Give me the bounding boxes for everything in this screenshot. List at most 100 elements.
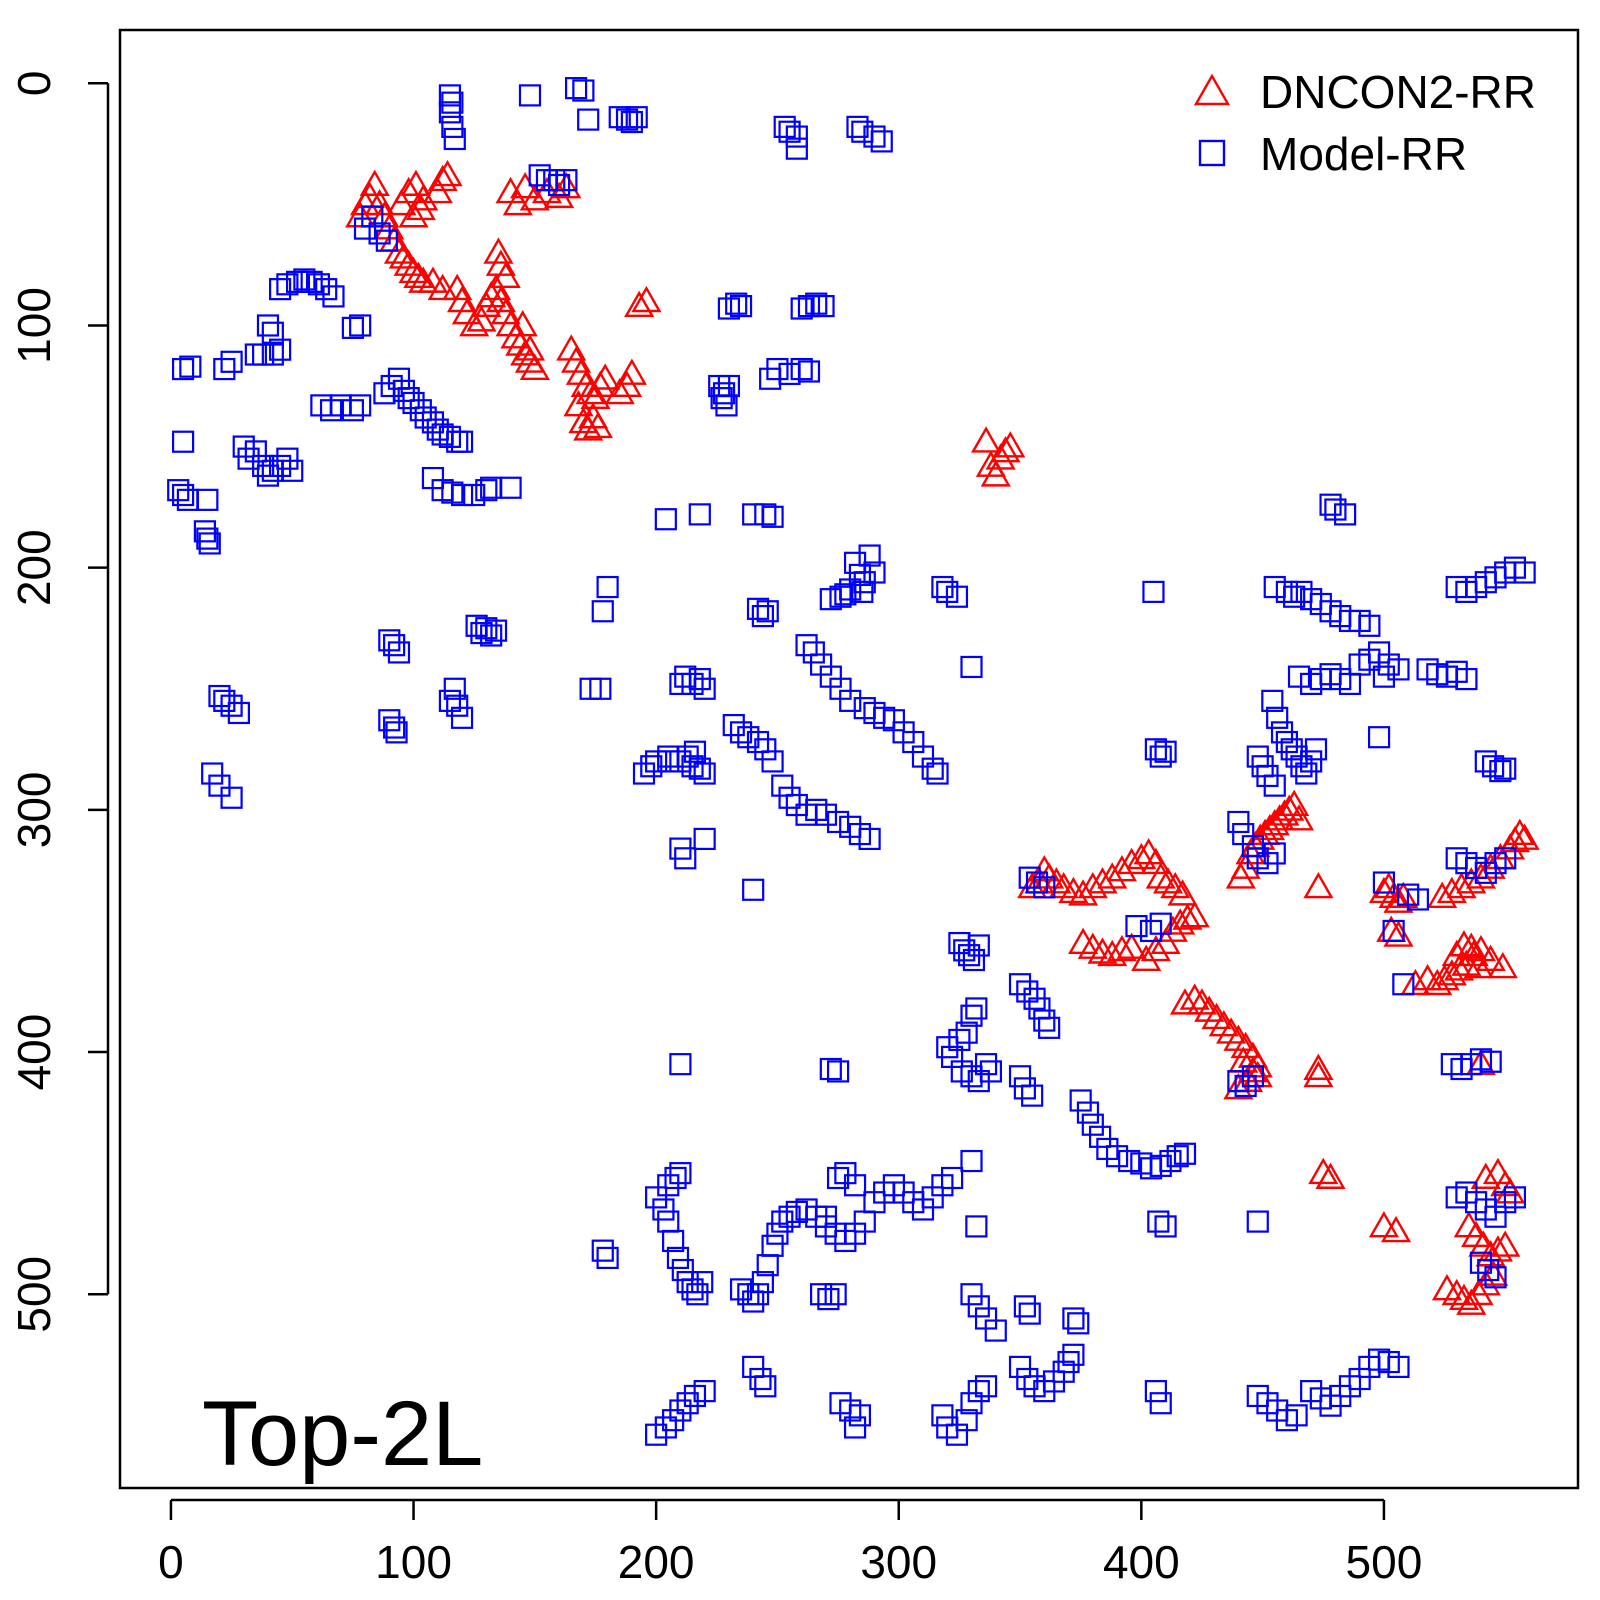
model-rr-point [285,270,309,293]
model-rr-point [232,435,255,458]
dncon2-rr-point [1097,939,1128,967]
model-rr-point [528,164,551,187]
model-rr-point [797,360,821,383]
model-rr-point [443,677,466,700]
model-rr-point [1234,1074,1257,1098]
dncon2-rr-point [616,358,647,385]
dncon2-rr-point [1383,886,1414,913]
model-rr-point [863,125,886,148]
model-rr-point [1481,755,1505,778]
dncon2-rr-point [1422,968,1453,996]
model-rr-point [669,1399,692,1422]
model-rr-point [1008,973,1032,996]
model-rr-point [756,600,779,623]
model-rr-point [1477,1258,1500,1282]
model-rr-point [1081,1113,1104,1136]
model-rr-point [814,1205,838,1228]
dncon2-rr-point [405,193,436,221]
dncon2-rr-point [990,435,1021,463]
model-rr-point [353,217,377,240]
plot-area-frame [118,28,1580,1490]
model-rr-point [960,1283,983,1306]
model-rr-point [797,294,821,318]
plot-markers [167,77,1540,1446]
model-rr-point [213,689,236,712]
x-tick-label: 400 [1103,1536,1180,1588]
model-rr-point [688,757,711,780]
model-rr-point [315,278,338,301]
dncon2-rr-point [398,256,429,284]
model-rr-point [1149,912,1172,935]
dncon2-rr-point [427,273,458,301]
dncon2-rr-point [519,184,550,211]
model-rr-point [693,677,716,700]
dncon2-rr-point [1368,1211,1399,1238]
dncon2-rr-point [1194,995,1225,1022]
axes: 0 100 200 300 400 500 0 100 200 300 400 500 [8,70,1422,1588]
model-rr-point [1358,614,1381,637]
model-rr-point [921,757,944,780]
model-rr-point [960,655,983,679]
model-rr-point [387,367,411,390]
dncon2-rr-point [514,334,546,361]
model-rr-point [1338,672,1362,696]
model-rr-point [1149,745,1172,768]
dncon2-rr-point [582,411,613,439]
dncon2-rr-point [1441,1278,1472,1306]
model-rr-point [1142,580,1165,603]
model-rr-point [941,1166,964,1190]
model-rr-point [962,948,986,972]
model-rr-point [1038,1016,1061,1039]
model-rr-point [564,77,588,100]
model-rr-point [657,745,680,768]
x-tick-label: 500 [1346,1536,1423,1588]
model-rr-point [691,1271,714,1294]
dncon2-rr-point [1167,879,1198,906]
dncon2-rr-point [1201,1002,1232,1030]
model-rr-point [742,1290,765,1313]
model-rr-point [826,810,850,834]
model-rr-point [1246,1210,1269,1233]
dncon2-rr-point [1179,983,1210,1010]
dncon2-rr-point [1308,1157,1339,1185]
model-rr-point [1287,665,1311,688]
model-rr-point [955,1409,978,1432]
model-rr-point [742,503,765,526]
model-rr-point [960,1004,983,1027]
model-rr-point [1479,1050,1502,1073]
model-rr-point [438,689,462,712]
model-rr-point [341,316,364,339]
dncon2-rr-point [400,169,432,196]
model-rr-point [1513,561,1536,584]
model-rr-point [984,1319,1007,1342]
model-rr-point [824,1283,847,1306]
model-rr-point [1372,871,1396,894]
model-rr-point [547,173,571,197]
model-rr-point [543,169,566,192]
model-rr-point [1261,689,1284,712]
dncon2-rr-point [1456,932,1487,959]
model-rr-point [463,483,486,507]
model-rr-point [819,588,842,611]
model-rr-point [446,430,469,453]
model-rr-point [766,1222,789,1245]
model-rr-point [244,440,267,463]
dncon2-rr-point [624,290,655,318]
model-rr-point [441,115,464,138]
model-rr-point [729,1278,753,1301]
dncon2-rr-point [1380,1215,1412,1243]
model-rr-point [848,1404,872,1427]
model-rr-point [632,762,656,785]
model-rr-point [1304,738,1328,761]
model-rr-point [409,399,432,422]
model-rr-point [1489,760,1512,783]
model-rr-point [1295,762,1318,785]
model-rr-point [300,270,323,293]
dncon2-rr-point [1490,1230,1521,1257]
model-rr-point [795,634,818,657]
model-rr-point [484,619,508,642]
model-rr-point [666,1246,690,1270]
model-rr-point [518,84,542,107]
model-rr-point [1455,667,1478,691]
model-rr-point [1159,1149,1182,1173]
